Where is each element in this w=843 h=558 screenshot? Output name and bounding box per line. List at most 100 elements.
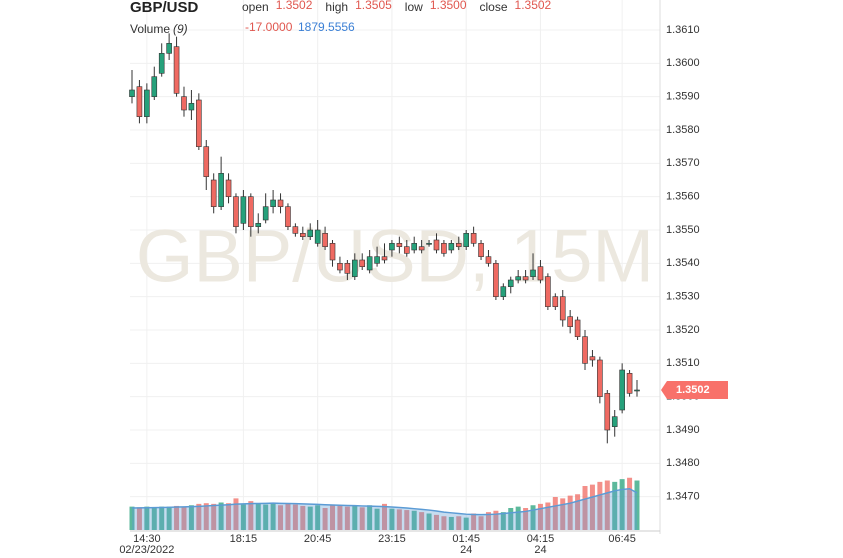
volume-bar xyxy=(181,507,187,530)
volume-bar xyxy=(389,508,395,530)
volume-bar xyxy=(352,505,358,530)
candle-body xyxy=(322,233,328,247)
volume-bar xyxy=(292,504,298,530)
volume-bar xyxy=(278,505,284,530)
volume-bar xyxy=(396,509,402,530)
volume-bar xyxy=(367,505,373,530)
volume-bar xyxy=(374,508,380,530)
volume-bar xyxy=(233,498,239,530)
volume-bar xyxy=(166,506,172,530)
candle-body xyxy=(470,233,477,244)
volume-change: -17.0000 xyxy=(245,20,293,34)
candle-body xyxy=(307,229,314,237)
candle-body xyxy=(270,199,276,207)
axes: 1.34701.34801.34901.35001.35101.35201.35… xyxy=(119,24,728,556)
candle-body xyxy=(151,76,158,97)
candle-body xyxy=(611,416,618,427)
volume-bar xyxy=(582,486,588,530)
volume-bar xyxy=(419,512,425,530)
x-tick-label: 18:15 xyxy=(230,533,258,545)
legend-value: 1.3502 xyxy=(515,0,552,12)
candle-body xyxy=(314,229,321,244)
volume-bar xyxy=(285,503,291,530)
candle-body xyxy=(129,89,135,97)
candle-body xyxy=(351,259,358,277)
candle-body xyxy=(255,223,262,227)
volume-bar xyxy=(359,507,365,530)
watermark: GBP/USD, 15M xyxy=(136,215,654,298)
volume-bar xyxy=(255,503,261,530)
x-tick-label: 23:15 xyxy=(378,533,406,545)
legend-key: low xyxy=(405,0,423,14)
volume-bar xyxy=(500,512,506,530)
candle-body xyxy=(389,243,395,251)
volume-ma-area xyxy=(132,488,637,530)
legend-value: 1.3502 xyxy=(276,0,313,12)
x-tick-sublabel: 24 xyxy=(534,544,546,556)
candle-body xyxy=(173,46,180,94)
volume-bar xyxy=(575,494,581,530)
volume-bar xyxy=(382,503,387,530)
x-tick-label: 01:45 xyxy=(452,533,480,545)
volume-bar xyxy=(634,480,640,530)
x-tick-sublabel: 02/23/2022 xyxy=(119,544,174,556)
volume-bar xyxy=(530,505,536,530)
candle-body xyxy=(567,316,573,327)
volume-bar xyxy=(456,516,462,530)
candle-body xyxy=(530,269,536,277)
candle-body xyxy=(144,89,150,117)
y-tick-label: 1.3530 xyxy=(666,291,700,303)
candle-body xyxy=(493,263,499,297)
candle-body xyxy=(426,243,432,245)
legend-key: high xyxy=(325,0,348,14)
y-tick-label: 1.3480 xyxy=(666,457,700,469)
candle-body xyxy=(478,243,484,257)
volume-bar xyxy=(433,514,439,530)
volume-bar xyxy=(196,503,202,530)
candle-body xyxy=(604,393,611,431)
volume-bar xyxy=(404,510,410,530)
candle-body xyxy=(626,373,633,394)
y-tick-label: 1.3590 xyxy=(666,91,700,103)
volume-bar xyxy=(493,510,499,530)
x-tick-label: 14:30 xyxy=(133,533,161,545)
candle-body xyxy=(158,53,165,74)
volume-bar xyxy=(552,497,558,530)
volume-bar xyxy=(270,503,276,530)
y-tick-label: 1.3490 xyxy=(666,424,700,436)
candle-body xyxy=(597,359,603,397)
candle-body xyxy=(248,196,254,227)
candle-body xyxy=(277,199,284,207)
volume-bar xyxy=(315,505,321,530)
candle-body xyxy=(196,99,202,147)
volume-bar xyxy=(537,503,543,530)
legend-key: close xyxy=(480,0,508,14)
y-tick-label: 1.3570 xyxy=(666,157,700,169)
y-tick-label: 1.3550 xyxy=(666,224,700,236)
volume-bar xyxy=(426,513,432,530)
candle-body xyxy=(552,296,559,307)
candle-body xyxy=(225,179,232,197)
volume-bar xyxy=(471,513,477,530)
candle-body xyxy=(500,286,507,297)
candle-body xyxy=(485,256,492,264)
legend-value: 1.3500 xyxy=(430,0,467,12)
candle-body xyxy=(537,266,544,281)
candle-body xyxy=(136,86,143,117)
volume-bar xyxy=(545,502,551,530)
grid xyxy=(130,0,660,531)
candle-body xyxy=(559,296,566,321)
x-tick-label: 06:45 xyxy=(608,533,636,545)
volume-label: Volume xyxy=(130,22,170,36)
volume-bar xyxy=(337,505,343,530)
volume-bar xyxy=(144,506,150,530)
y-tick-label: 1.3520 xyxy=(666,324,700,336)
candle-body xyxy=(463,233,469,247)
volume-average: 1879.5556 xyxy=(298,20,355,34)
x-tick-sublabel: 24 xyxy=(460,544,472,556)
volume-bar xyxy=(174,505,180,530)
volume-pane xyxy=(129,477,640,530)
candle-body xyxy=(582,336,588,364)
volume-bar xyxy=(597,481,603,530)
candle-body xyxy=(515,276,521,281)
